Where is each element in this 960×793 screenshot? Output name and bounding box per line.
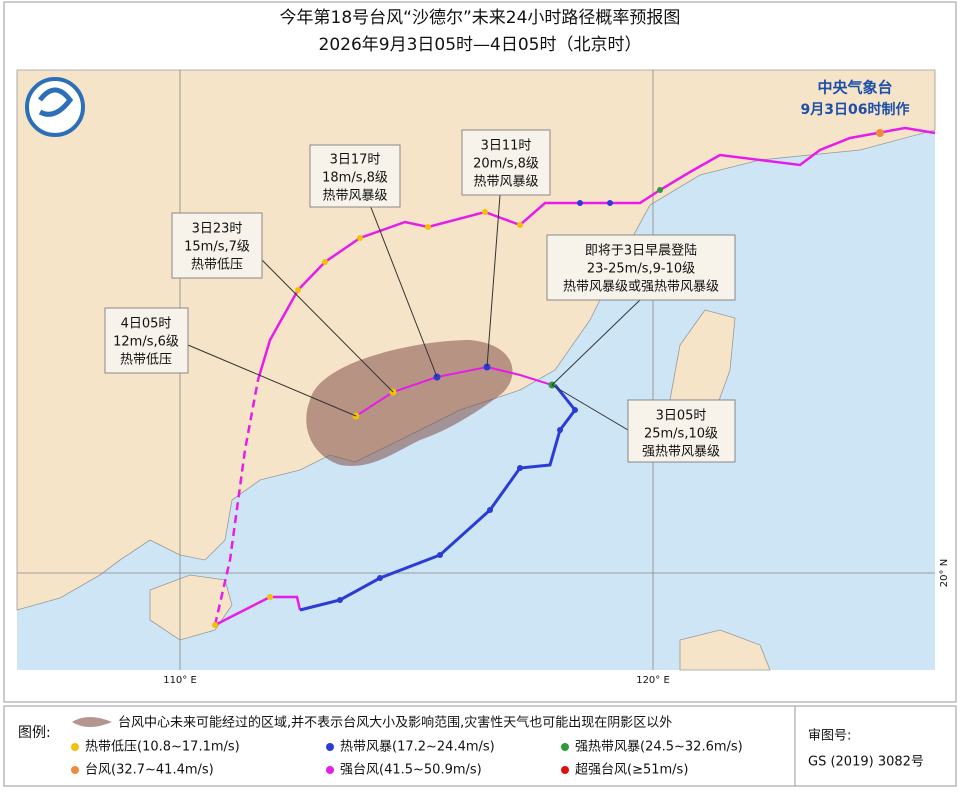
legend-items: 热带低压(10.8~17.1m/s) 热带风暴(17.2~24.4m/s) 强热带风… xyxy=(71,740,743,778)
callout-line: 18m/s,8级 xyxy=(322,171,388,186)
callout-line: 3日23时 xyxy=(192,222,243,237)
callout-text: 3日17时18m/s,8级热带风暴级3日11时20m/s,8级热带风暴级3日23… xyxy=(113,139,720,460)
agency-name: 中央气象台 xyxy=(817,79,892,97)
legend-marker xyxy=(326,766,334,774)
callout-box xyxy=(104,307,189,374)
legend-label: 强台风(41.5~50.9m/s) xyxy=(340,763,482,778)
callout-line: 热带风暴级 xyxy=(473,175,538,190)
leaders xyxy=(187,194,641,431)
subtitle: 2026年9月3日05时—4日05时（北京时） xyxy=(319,35,642,55)
legend-marker xyxy=(561,743,569,751)
track xyxy=(213,379,260,626)
callout-line: 热带低压 xyxy=(120,353,172,368)
callout-line: 3日05时 xyxy=(656,409,707,424)
callout-line: 3日11时 xyxy=(481,139,532,154)
approval-label: 审图号: xyxy=(808,729,851,744)
callout-line: 20m/s,8级 xyxy=(473,157,539,172)
callout-line: 15m/s,7级 xyxy=(184,240,250,255)
callout-line: 热带风暴级 xyxy=(322,189,387,204)
title: 今年第18号台风“沙德尔”未来24小时路径概率预报图 xyxy=(280,8,681,28)
legend-label: 超强台风(≥51m/s) xyxy=(575,763,688,778)
callout-box xyxy=(627,399,736,463)
legend-marker xyxy=(71,743,79,751)
approval-number: GS (2019) 3082号 xyxy=(808,755,924,770)
legend-marker xyxy=(326,743,334,751)
area-icon xyxy=(72,717,112,727)
track xyxy=(214,595,302,627)
luzon xyxy=(679,629,771,671)
callout-line: 热带低压 xyxy=(191,258,243,273)
legend-marker xyxy=(561,766,569,774)
callout-line: 25m/s,10级 xyxy=(644,427,718,442)
callout-line: 23-25m/s,9-10级 xyxy=(587,262,695,277)
map: 110° E 120° E 20° N 中央气象台 9月3日06时制作 3日17… xyxy=(16,69,950,686)
made-time: 9月3日06时制作 xyxy=(801,101,910,118)
legend-label: 台风(32.7~41.4m/s) xyxy=(85,763,214,778)
callout-line: 3日17时 xyxy=(330,153,381,168)
grid-label: 110° E xyxy=(163,675,197,686)
legend-label: 热带风暴(17.2~24.4m/s) xyxy=(340,740,495,755)
callout-box xyxy=(546,234,736,301)
callout-box xyxy=(309,144,401,208)
logo xyxy=(25,77,85,137)
grid-label: 120° E xyxy=(636,675,670,686)
callout-line: 12m/s,6级 xyxy=(113,335,179,350)
legend-area: 台风中心未来可能经过的区域,并不表示台风大小及影响范围,灾害性天气也可能出现在阴… xyxy=(118,715,672,731)
grid-label: 20° N xyxy=(939,559,950,587)
legend-label: 强热带风暴(24.5~32.6m/s) xyxy=(575,740,743,755)
legend-label: 热带低压(10.8~17.1m/s) xyxy=(85,740,240,755)
callout-line: 热带风暴级或强热带风暴级 xyxy=(563,280,719,295)
legend-title: 图例: xyxy=(18,725,51,741)
callout-line: 4日05时 xyxy=(121,317,172,332)
legend-marker xyxy=(71,766,79,774)
logo-mark xyxy=(38,87,74,117)
callout-line: 强热带风暴级 xyxy=(642,445,720,460)
forecast-track xyxy=(355,365,553,417)
past-track xyxy=(299,384,577,612)
callout-line: 即将于3日早晨登陆 xyxy=(585,243,697,259)
legend-frame xyxy=(3,705,957,787)
callout-box xyxy=(461,129,551,196)
callout-box xyxy=(171,212,263,279)
hainan xyxy=(149,574,233,641)
